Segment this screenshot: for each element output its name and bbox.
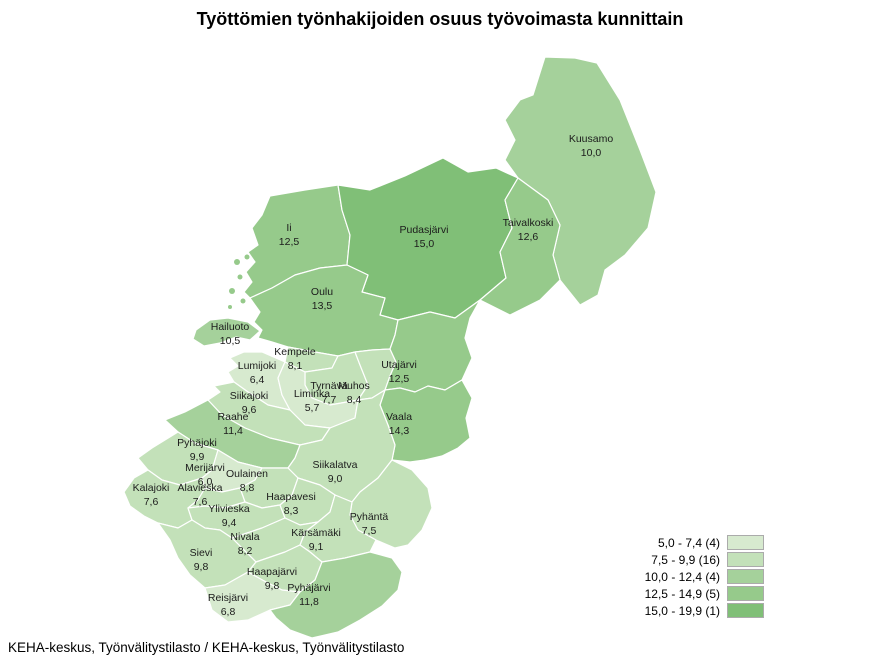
municipality-region-pyhäjärvi xyxy=(269,551,403,639)
legend-label: 5,0 - 7,4 (4) xyxy=(657,535,720,550)
islet xyxy=(229,288,235,294)
municipality-label-merijärvi: Merijärvi 6,0 xyxy=(185,462,225,488)
municipality-label-kalajoki: Kalajoki 7,6 xyxy=(133,482,170,508)
municipality-label-utajärvi: Utajärvi 12,5 xyxy=(381,359,417,385)
legend-label: 7,5 - 9,9 (16) xyxy=(651,552,720,567)
legend-row-0: 5,0 - 7,4 (4) xyxy=(560,534,764,551)
source-note: KEHA-keskus, Työnvälitystilasto / KEHA-k… xyxy=(8,640,405,655)
map-title: Työttömien työnhakijoiden osuus työvoima… xyxy=(196,9,684,29)
legend-row-4: 15,0 - 19,9 (1) xyxy=(560,602,764,619)
legend-row-3: 12,5 - 14,9 (5) xyxy=(560,585,764,602)
legend-swatch xyxy=(727,586,764,601)
municipality-region-pyhäntä xyxy=(349,459,433,549)
municipality-label-pyhäntä: Pyhäntä 7,5 xyxy=(350,511,389,537)
municipality-label-ii: Ii 12,5 xyxy=(279,222,300,248)
legend-row-2: 10,0 - 12,4 (4) xyxy=(560,568,764,585)
map-legend: 5,0 - 7,4 (4) 7,5 - 9,9 (16) 10,0 - 12,4 (… xyxy=(560,534,764,619)
municipality-label-lumijoki: Lumijoki 6,4 xyxy=(238,360,277,386)
legend-swatch xyxy=(727,569,764,584)
municipality-label-oulainen: Oulainen 8,8 xyxy=(226,468,268,494)
legend-swatch xyxy=(727,603,764,618)
municipality-label-taivalkoski: Taivalkoski 12,6 xyxy=(503,217,554,243)
municipality-label-pudasjärvi: Pudasjärvi 15,0 xyxy=(399,224,448,250)
legend-row-1: 7,5 - 9,9 (16) xyxy=(560,551,764,568)
municipality-label-ylivieska: Ylivieska 9,4 xyxy=(208,503,250,529)
municipality-label-siikajoki: Siikajoki 9,6 xyxy=(230,390,269,416)
municipality-label-raahe: Raahe 11,4 xyxy=(218,411,249,437)
legend-swatch xyxy=(727,552,764,567)
islet xyxy=(228,305,232,309)
municipality-label-vaala: Vaala 14,3 xyxy=(386,411,412,437)
municipality-label-liminka: Liminka 5,7 xyxy=(294,388,330,414)
municipality-label-siikalatva: Siikalatva 9,0 xyxy=(313,459,358,485)
islet xyxy=(240,298,246,304)
municipality-label-kuusamo: Kuusamo 10,0 xyxy=(569,133,614,159)
municipality-label-reisjärvi: Reisjärvi 6,8 xyxy=(208,592,248,618)
islet xyxy=(234,259,240,265)
municipality-label-oulu: Oulu 13,5 xyxy=(311,286,333,312)
municipality-region-taivalkoski xyxy=(479,177,561,316)
municipality-label-kärsämäki: Kärsämäki 9,1 xyxy=(291,527,341,553)
municipality-label-sievi: Sievi 9,8 xyxy=(190,547,213,573)
islet xyxy=(244,254,250,260)
municipality-label-haapavesi: Haapavesi 8,3 xyxy=(266,491,316,517)
legend-label: 12,5 - 14,9 (5) xyxy=(644,586,720,601)
municipality-label-tyrnävä: Tyrnävä 7,7 xyxy=(310,380,348,406)
legend-swatch xyxy=(727,535,764,550)
municipality-label-hailuoto: Hailuoto 10,5 xyxy=(211,321,250,347)
municipality-label-nivala: Nivala 8,2 xyxy=(230,531,259,557)
islet xyxy=(237,274,243,280)
municipality-label-alavieska: Alavieska 7,6 xyxy=(178,482,223,508)
municipality-label-haapajärvi: Haapajärvi 9,8 xyxy=(247,566,297,592)
municipality-label-kempele: Kempele 8,1 xyxy=(274,346,316,372)
municipality-label-muhos: Muhos 8,4 xyxy=(338,380,370,406)
legend-label: 10,0 - 12,4 (4) xyxy=(644,569,720,584)
legend-label: 15,0 - 19,9 (1) xyxy=(644,603,720,618)
municipality-label-pyhäjoki: Pyhäjoki 9,9 xyxy=(177,437,217,463)
municipality-region-hailuoto xyxy=(192,317,261,347)
municipality-label-pyhäjärvi: Pyhäjärvi 11,8 xyxy=(287,582,330,608)
